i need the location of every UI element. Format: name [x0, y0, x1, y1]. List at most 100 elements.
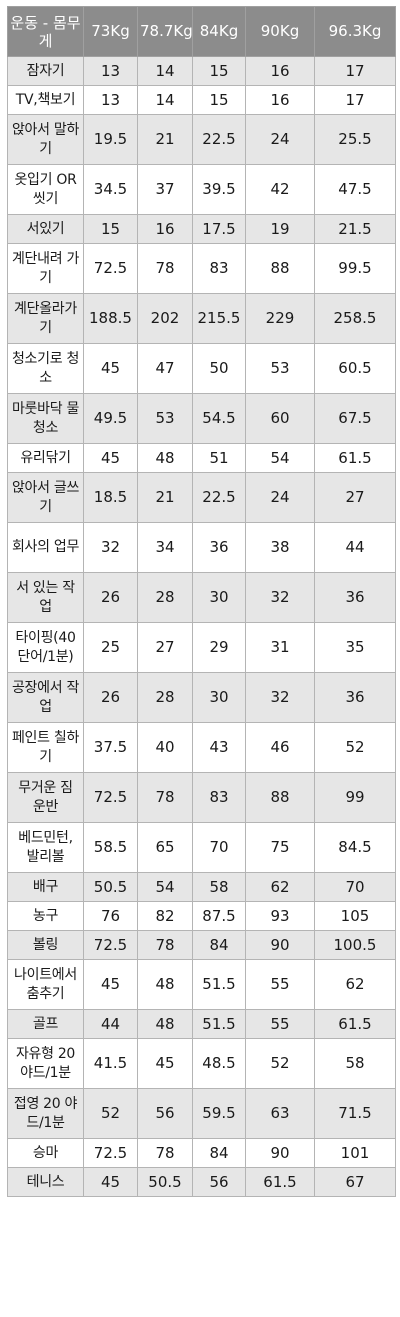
calorie-value: 215.5	[192, 293, 246, 344]
calorie-value: 84	[192, 930, 246, 960]
calorie-value: 30	[192, 672, 246, 723]
activity-label: 옷입기 OR 씻기	[7, 164, 84, 215]
calorie-value: 50.5	[137, 1167, 193, 1197]
calorie-value: 24	[245, 472, 315, 523]
calorie-value: 51.5	[192, 959, 246, 1010]
calorie-value: 258.5	[314, 293, 396, 344]
table-row: 계단올라가기 188.5 202 215.5 229 258.5	[7, 293, 396, 344]
calorie-value: 88	[245, 243, 315, 294]
calorie-value: 16	[245, 85, 315, 115]
calorie-value: 16	[137, 214, 193, 244]
calorie-value: 45	[137, 1038, 193, 1089]
activity-label: 나이트에서 춤추기	[7, 959, 84, 1010]
table-row: 볼링 72.5 78 84 90 100.5	[7, 930, 396, 960]
calorie-value: 14	[137, 85, 193, 115]
calorie-value: 15	[192, 85, 246, 115]
calorie-value: 78	[137, 243, 193, 294]
table-row: 테니스 45 50.5 56 61.5 67	[7, 1167, 396, 1197]
calorie-value: 26	[83, 672, 138, 723]
calorie-value: 83	[192, 772, 246, 823]
calorie-value: 229	[245, 293, 315, 344]
activity-label: 서있기	[7, 214, 84, 244]
calorie-value: 14	[137, 56, 193, 86]
table-row: 나이트에서 춤추기 45 48 51.5 55 62	[7, 959, 396, 1010]
calorie-value: 21	[137, 472, 193, 523]
calorie-value: 27	[314, 472, 396, 523]
calorie-value: 65	[137, 822, 193, 873]
activity-label: 페인트 칠하기	[7, 722, 84, 773]
calorie-value: 58.5	[83, 822, 138, 873]
activity-label: 무거운 짐 운반	[7, 772, 84, 823]
calorie-value: 37	[137, 164, 193, 215]
activity-label: 베드민턴, 발리볼	[7, 822, 84, 873]
calorie-value: 83	[192, 243, 246, 294]
header-weight: 73Kg	[83, 6, 138, 57]
calorie-value: 48	[137, 959, 193, 1010]
calorie-value: 37.5	[83, 722, 138, 773]
calorie-value: 22.5	[192, 114, 246, 165]
calorie-value: 78	[137, 1138, 193, 1168]
calorie-value: 55	[245, 959, 315, 1010]
activity-label: 서 있는 작업	[7, 572, 84, 623]
calorie-value: 34	[137, 522, 193, 573]
table-row: 앉아서 글쓰기 18.5 21 22.5 24 27	[7, 472, 396, 523]
table-row: 서있기 15 16 17.5 19 21.5	[7, 214, 396, 244]
table-row: 골프 44 48 51.5 55 61.5	[7, 1009, 396, 1039]
activity-label: 농구	[7, 901, 84, 931]
calorie-value: 25.5	[314, 114, 396, 165]
calorie-value: 54	[137, 872, 193, 902]
calorie-table: 운동 - 몸무게 73Kg 78.7Kg 84Kg 90Kg 96.3Kg 잠자…	[7, 6, 396, 1197]
calorie-value: 19	[245, 214, 315, 244]
calorie-value: 56	[192, 1167, 246, 1197]
table-row: 공장에서 작업 26 28 30 32 36	[7, 672, 396, 723]
calorie-value: 35	[314, 622, 396, 673]
table-row: 청소기로 청소 45 47 50 53 60.5	[7, 343, 396, 394]
activity-label: 테니스	[7, 1167, 84, 1197]
calorie-value: 13	[83, 85, 138, 115]
calorie-value: 47	[137, 343, 193, 394]
activity-label: 회사의 업무	[7, 522, 84, 573]
calorie-value: 72.5	[83, 1138, 138, 1168]
calorie-value: 39.5	[192, 164, 246, 215]
table-row: 농구 76 82 87.5 93 105	[7, 901, 396, 931]
table-row: 앉아서 말하기 19.5 21 22.5 24 25.5	[7, 114, 396, 165]
calorie-value: 28	[137, 572, 193, 623]
calorie-value: 101	[314, 1138, 396, 1168]
activity-label: 마룻바닥 물청소	[7, 393, 84, 444]
calorie-value: 45	[83, 443, 138, 473]
calorie-value: 52	[314, 722, 396, 773]
calorie-value: 36	[314, 672, 396, 723]
calorie-value: 188.5	[83, 293, 138, 344]
calorie-value: 51.5	[192, 1009, 246, 1039]
table-row: 베드민턴, 발리볼 58.5 65 70 75 84.5	[7, 822, 396, 873]
header-weight: 96.3Kg	[314, 6, 396, 57]
table-row: 마룻바닥 물청소 49.5 53 54.5 60 67.5	[7, 393, 396, 444]
calorie-value: 48.5	[192, 1038, 246, 1089]
calorie-value: 78	[137, 772, 193, 823]
calorie-value: 36	[192, 522, 246, 573]
calorie-value: 32	[83, 522, 138, 573]
calorie-value: 67	[314, 1167, 396, 1197]
table-row: TV,책보기 13 14 15 16 17	[7, 85, 396, 115]
calorie-value: 87.5	[192, 901, 246, 931]
calorie-value: 202	[137, 293, 193, 344]
calorie-value: 93	[245, 901, 315, 931]
calorie-value: 58	[314, 1038, 396, 1089]
calorie-value: 67.5	[314, 393, 396, 444]
calorie-value: 59.5	[192, 1088, 246, 1139]
header-weight: 78.7Kg	[137, 6, 193, 57]
table-row: 회사의 업무 32 34 36 38 44	[7, 522, 396, 573]
calorie-value: 36	[314, 572, 396, 623]
activity-label: 배구	[7, 872, 84, 902]
activity-label: 승마	[7, 1138, 84, 1168]
calorie-value: 16	[245, 56, 315, 86]
calorie-value: 78	[137, 930, 193, 960]
calorie-value: 25	[83, 622, 138, 673]
activity-label: TV,책보기	[7, 85, 84, 115]
calorie-value: 18.5	[83, 472, 138, 523]
calorie-value: 26	[83, 572, 138, 623]
calorie-value: 88	[245, 772, 315, 823]
calorie-value: 13	[83, 56, 138, 86]
activity-label: 잠자기	[7, 56, 84, 86]
calorie-value: 51	[192, 443, 246, 473]
